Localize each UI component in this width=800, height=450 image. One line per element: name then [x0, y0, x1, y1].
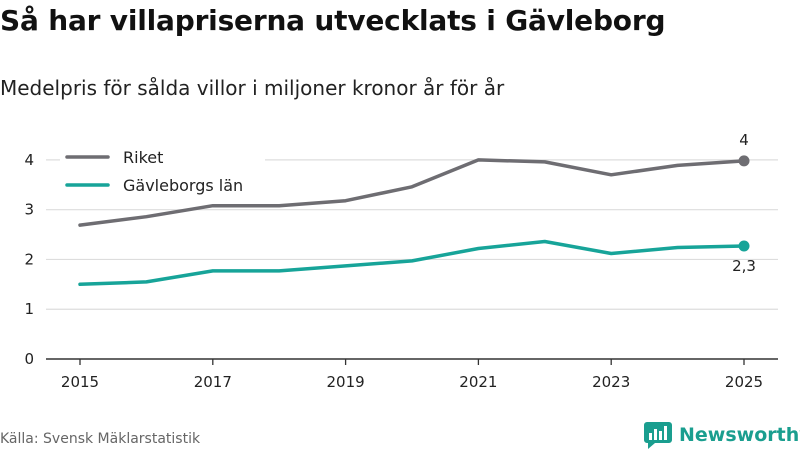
y-tick-label-4: 4	[24, 151, 34, 169]
y-tick-label-0: 0	[24, 350, 34, 368]
series-0-line	[78, 158, 746, 227]
x-tick-label-2021: 2021	[459, 373, 497, 391]
series-0-end-label: 4	[739, 131, 749, 149]
series-0-end-point	[738, 155, 750, 167]
legend-label-1: Gävleborgs län	[123, 176, 243, 195]
bar-chart-bubble-icon	[644, 422, 672, 449]
y-tick-label-2: 2	[24, 250, 34, 268]
legend-label-0: Riket	[123, 148, 163, 167]
x-tick-label-2017: 2017	[194, 373, 232, 391]
x-tick-label-2025: 2025	[725, 373, 763, 391]
series-1-end-label: 2,3	[732, 257, 756, 275]
x-tick-label-2019: 2019	[327, 373, 365, 391]
series-1-end-point	[738, 240, 750, 252]
x-tick-label-2015: 2015	[61, 373, 99, 391]
brand-logo: Newsworthy	[643, 420, 800, 450]
brand-name: Newsworthy	[679, 424, 800, 446]
series-lines: 42,3	[78, 131, 756, 287]
axes: 0 1 2 3 4 2015 2017 2019 2021 2023 2025	[24, 151, 778, 391]
y-tick-label-3: 3	[24, 201, 34, 219]
legend-background	[60, 146, 265, 200]
series-1-line	[78, 239, 746, 287]
x-tick-label-2023: 2023	[592, 373, 630, 391]
source-note: Källa: Svensk Mäklarstatistik	[0, 431, 201, 447]
legend: Riket Gävleborgs län	[60, 146, 265, 200]
y-tick-label-1: 1	[24, 300, 34, 318]
chart-title: Så har villapriserna utvecklats i Gävleb…	[0, 4, 666, 37]
chart-subtitle: Medelpris för sålda villor i miljoner kr…	[0, 76, 505, 100]
